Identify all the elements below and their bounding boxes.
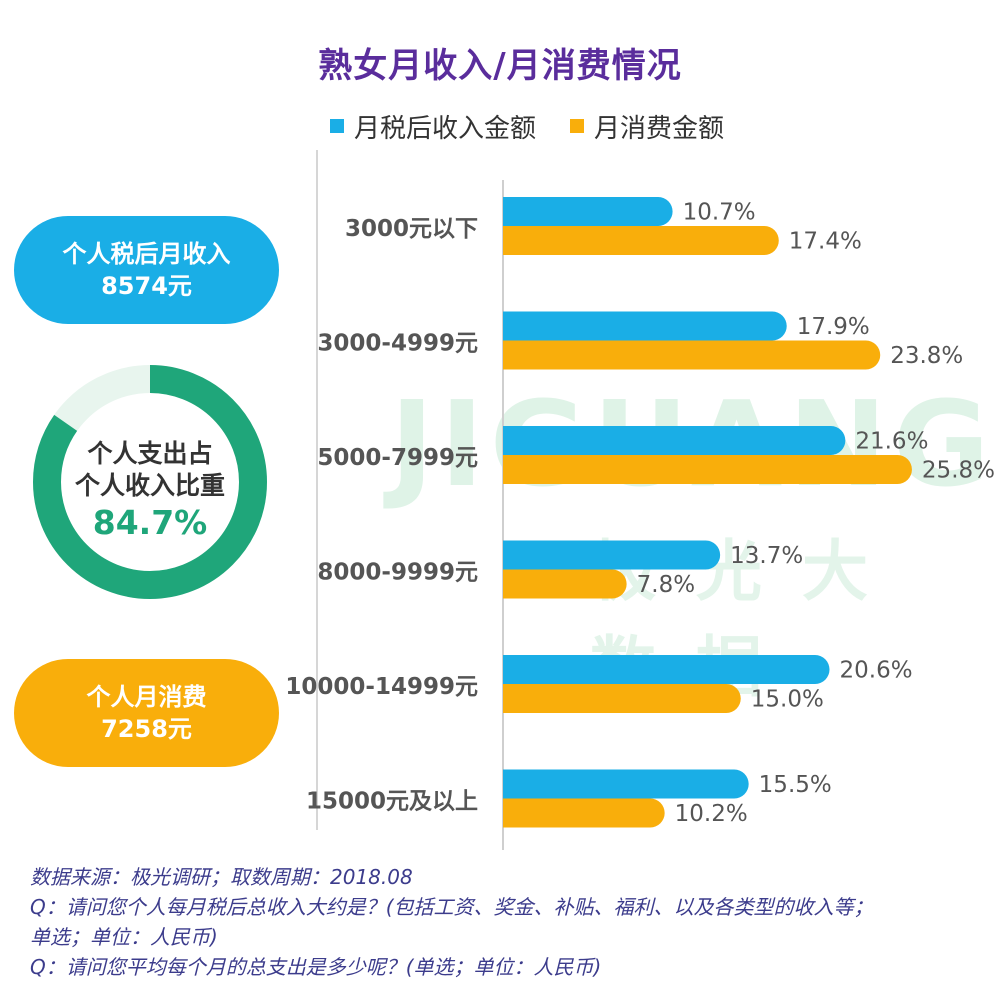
- data-label-income: 13.7%: [730, 543, 803, 569]
- category-label: 3000元以下: [345, 216, 478, 242]
- chart-title: 熟女月收入/月消费情况: [318, 46, 682, 86]
- data-label-expense: 10.2%: [675, 801, 748, 827]
- bar-expense: [503, 798, 665, 828]
- data-label-income: 21.6%: [855, 429, 928, 455]
- bar-income: [503, 311, 787, 341]
- category-label: 3000-4999元: [317, 331, 478, 357]
- category-label: 15000元及以上: [306, 789, 478, 815]
- ratio-donut-arc: [33, 365, 267, 599]
- bar-income: [503, 655, 830, 684]
- data-label-expense: 25.8%: [922, 458, 995, 484]
- data-label-expense: 15.0%: [751, 687, 824, 713]
- category-axis-line: [502, 180, 504, 850]
- category-label: 5000-7999元: [317, 445, 478, 471]
- ratio-card-line1: 个人支出占: [87, 439, 213, 468]
- data-label-income: 15.5%: [759, 772, 832, 798]
- source-line-1: 数据来源：极光调研；取数周期：2018.08: [30, 865, 413, 889]
- legend-item-income: 月税后收入金额: [330, 108, 536, 145]
- data-label-expense: 7.8%: [637, 572, 695, 598]
- legend-swatch-expense: [570, 119, 585, 133]
- ratio-donut: [33, 365, 267, 599]
- legend-label-expense: 月消费金额: [594, 113, 725, 144]
- ratio-card: 个人支出占 个人收入比重 84.7%: [30, 438, 270, 544]
- category-label: 10000-14999元: [285, 674, 478, 700]
- income-card-value: 8574元: [101, 272, 192, 300]
- bar-income: [503, 426, 846, 455]
- income-card: 个人税后月收入 8574元: [14, 216, 279, 324]
- data-label-income: 10.7%: [683, 200, 756, 226]
- legend-label-income: 月税后收入金额: [354, 113, 537, 144]
- ratio-card-line2: 个人收入比重: [74, 471, 225, 500]
- category-label: 8000-9999元: [317, 560, 478, 586]
- income-card-label: 个人税后月收入: [62, 240, 231, 268]
- source-line-2: Q：请问您个人每月税后总收入大约是？(包括工资、奖金、补贴、福利、以及各类型的收…: [30, 895, 874, 919]
- source-line-3: 单选；单位：人民币): [30, 925, 218, 949]
- bar-expense: [503, 340, 881, 370]
- data-label-expense: 23.8%: [890, 343, 963, 369]
- legend: 月税后收入金额 月消费金额: [330, 108, 758, 144]
- legend-item-expense: 月消费金额: [570, 108, 724, 145]
- ratio-card-value: 84.7%: [92, 503, 208, 542]
- legend-swatch-income: [330, 119, 344, 133]
- expense-card: 个人月消费 7258元: [14, 659, 279, 767]
- bar-income: [503, 769, 749, 799]
- data-label-income: 17.9%: [797, 314, 870, 340]
- bar-income: [503, 197, 673, 226]
- source-notes: 数据来源：极光调研；取数周期：2018.08 Q：请问您个人每月税后总收入大约是…: [30, 862, 990, 982]
- bar-expense: [503, 684, 741, 713]
- data-label-expense: 17.4%: [789, 229, 862, 255]
- expense-card-label: 个人月消费: [86, 683, 207, 711]
- bar-income: [503, 540, 721, 570]
- bar-expense: [503, 569, 627, 599]
- source-line-4: Q：请问您平均每个月的总支出是多少呢？(单选；单位：人民币): [30, 955, 602, 979]
- data-label-income: 20.6%: [840, 658, 913, 684]
- bar-expense: [503, 455, 912, 484]
- expense-card-value: 7258元: [101, 715, 192, 743]
- bar-expense: [503, 226, 779, 255]
- divider-line: [316, 150, 318, 830]
